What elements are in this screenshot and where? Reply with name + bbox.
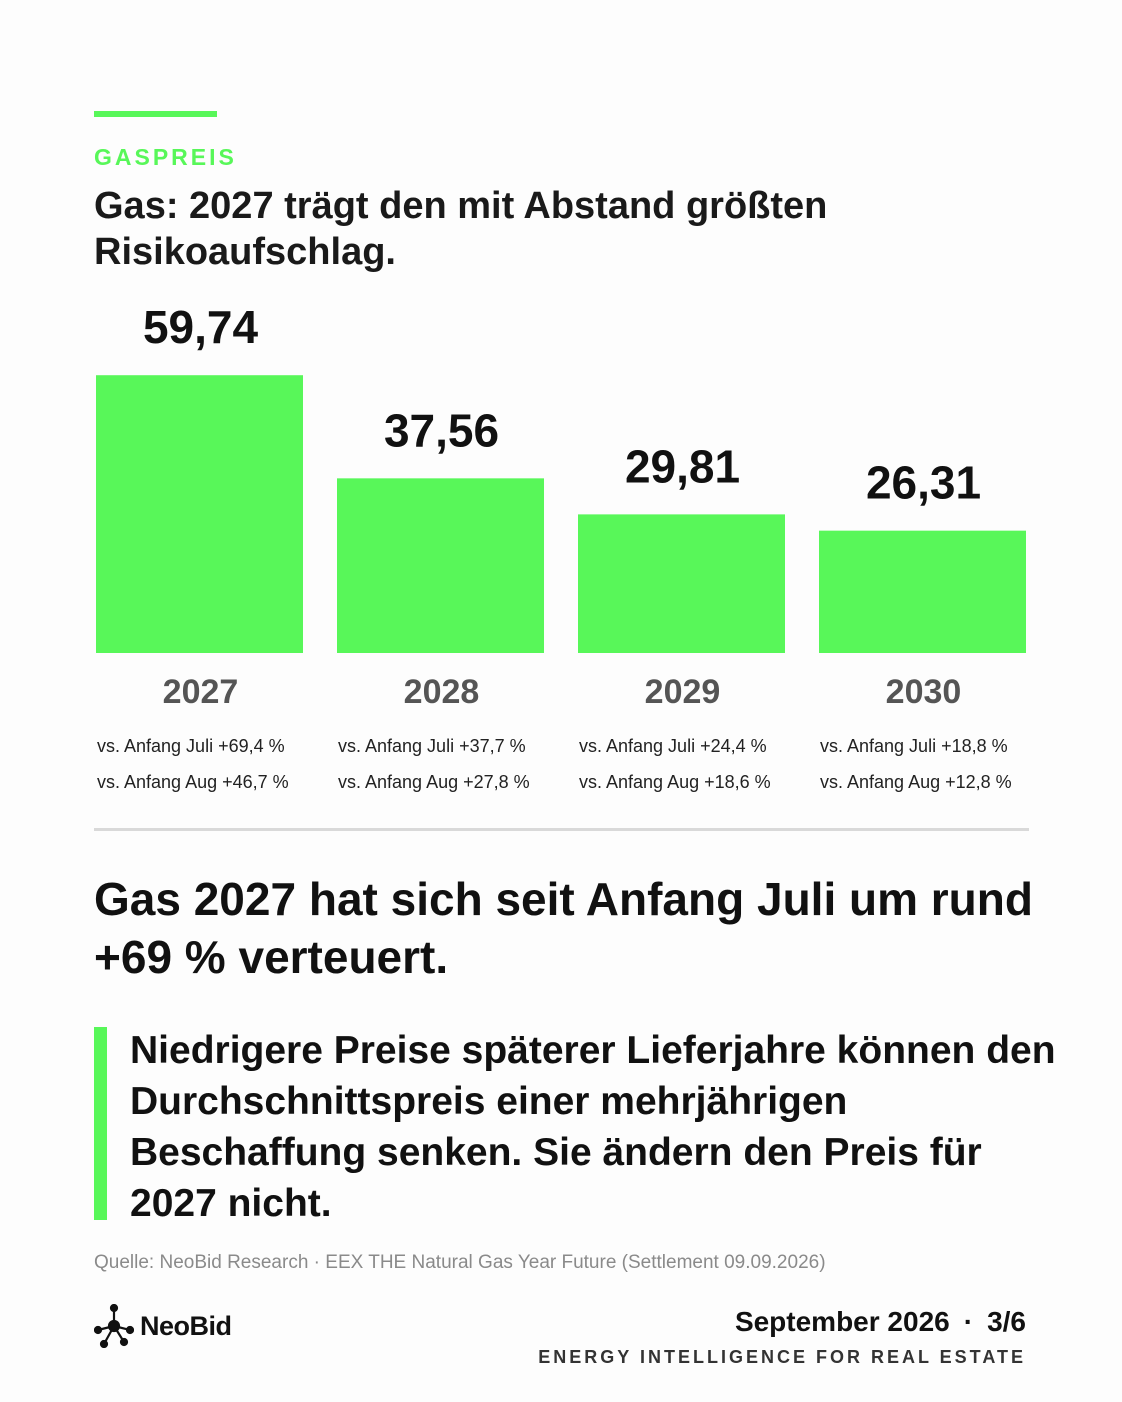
bar-2029 [578, 514, 785, 653]
page-headline: Gas: 2027 trägt den mit Abstand größten … [94, 185, 828, 273]
value-label-2030: 26,31 [866, 457, 981, 509]
separator: · [963, 1306, 974, 1337]
publication-date: September 2026 [734, 1306, 950, 1337]
divider [94, 828, 1029, 831]
highlight-quote: Niedrigere Preise späterer Lieferjahre k… [130, 1029, 1056, 1225]
comparison-label: vs. Anfang Juli +18,8 % [820, 736, 1008, 756]
category-label-2028: 2028 [404, 673, 480, 711]
bar-chart: 59,74 2027 vs. Anfang Juli +69,4 % vs. Anfa… [96, 301, 1026, 792]
section-kicker: GASPREIS [94, 144, 237, 170]
value-label-2028: 37,56 [384, 404, 499, 456]
brand-name: NeoBid [140, 1310, 232, 1341]
quote-accent-bar [94, 1027, 107, 1220]
category-label-2027: 2027 [163, 673, 239, 711]
bar-2030 [819, 530, 1026, 653]
brand-tagline: ENERGY INTELLIGENCE FOR REAL ESTATE [538, 1347, 1026, 1367]
brand-logo: NeoBid [94, 1304, 232, 1348]
comparison-label: vs. Anfang Aug +12,8 % [820, 772, 1012, 792]
category-label-2030: 2030 [886, 673, 962, 711]
key-statement: Gas 2027 hat sich seit Anfang Juli um ru… [94, 873, 1033, 983]
comparison-label: vs. Anfang Juli +69,4 % [97, 736, 285, 756]
comparison-label: vs. Anfang Aug +27,8 % [338, 772, 530, 792]
network-node-icon [94, 1304, 134, 1348]
category-label-2029: 2029 [645, 673, 721, 711]
accent-bar [94, 111, 217, 117]
comparison-label: vs. Anfang Juli +24,4 % [579, 736, 767, 756]
comparison-label: vs. Anfang Aug +18,6 % [579, 772, 771, 792]
source-note: Quelle: NeoBid Research · EEX THE Natura… [94, 1252, 826, 1273]
comparison-label: vs. Anfang Aug +46,7 % [97, 772, 289, 792]
date-page-line: September 2026 · 3/6 [735, 1306, 1026, 1338]
value-label-2027: 59,74 [143, 301, 259, 353]
value-label-2029: 29,81 [625, 440, 740, 492]
bar-2028 [337, 478, 544, 653]
bar-2027 [96, 375, 303, 653]
page-number: 3/6 [987, 1306, 1026, 1337]
comparison-label: vs. Anfang Juli +37,7 % [338, 736, 526, 756]
